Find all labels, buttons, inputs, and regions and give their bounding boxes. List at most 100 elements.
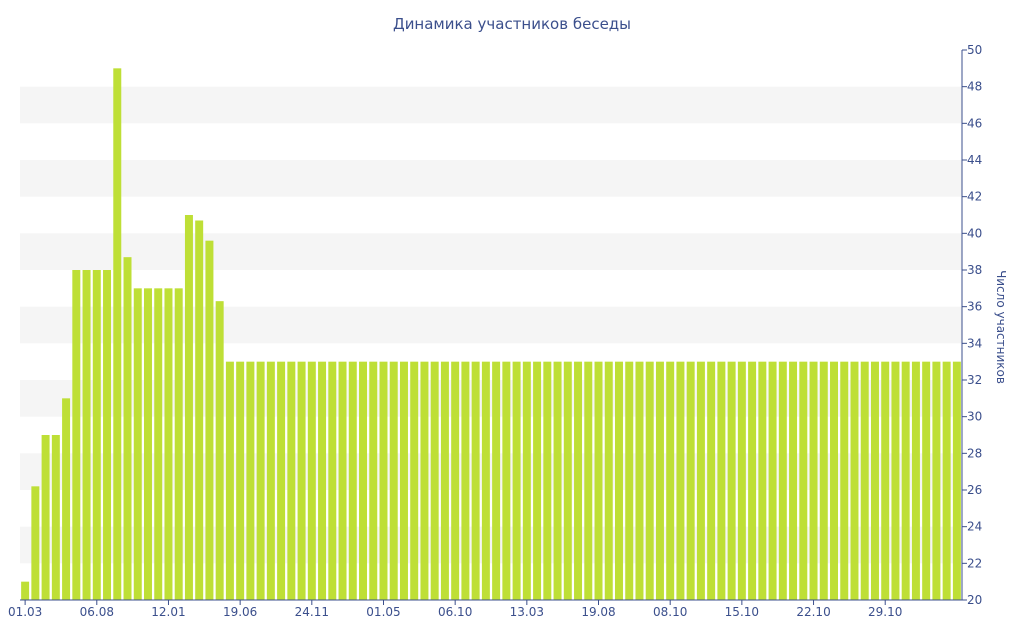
bar[interactable] [174, 288, 183, 600]
bar[interactable] [727, 361, 736, 600]
bar[interactable] [676, 361, 685, 600]
bar[interactable] [359, 361, 368, 600]
bar[interactable] [860, 361, 869, 600]
bar[interactable] [717, 361, 726, 600]
bar[interactable] [328, 361, 337, 600]
bar[interactable] [205, 240, 214, 600]
bar[interactable] [410, 361, 419, 600]
bar[interactable] [369, 361, 378, 600]
bar[interactable] [246, 361, 255, 600]
bar[interactable] [584, 361, 593, 600]
bar[interactable] [113, 68, 122, 601]
bar[interactable] [399, 361, 408, 600]
bar[interactable] [236, 361, 245, 600]
bar[interactable] [451, 361, 460, 600]
bar[interactable] [92, 270, 101, 600]
bar[interactable] [338, 361, 347, 600]
y-tick-label: 40 [967, 226, 982, 240]
bar[interactable] [952, 361, 961, 600]
bar[interactable] [143, 288, 152, 600]
bar[interactable] [758, 361, 767, 600]
bar[interactable] [789, 361, 798, 600]
bar[interactable] [830, 361, 839, 600]
bar[interactable] [553, 361, 562, 600]
bar[interactable] [901, 361, 910, 600]
bar[interactable] [195, 220, 204, 601]
y-tick-label: 38 [967, 263, 982, 277]
bar[interactable] [533, 361, 542, 600]
bar[interactable] [379, 361, 388, 600]
bar[interactable] [686, 361, 695, 600]
bar[interactable] [492, 361, 501, 600]
bar[interactable] [522, 361, 531, 600]
bar[interactable] [942, 361, 951, 600]
bar[interactable] [645, 361, 654, 600]
bar[interactable] [850, 361, 859, 600]
bar[interactable] [430, 361, 439, 600]
bar[interactable] [502, 361, 511, 600]
bar[interactable] [574, 361, 583, 600]
bar[interactable] [655, 361, 664, 600]
bar[interactable] [103, 270, 112, 600]
bar[interactable] [266, 361, 275, 600]
bar[interactable] [922, 361, 931, 600]
bar[interactable] [297, 361, 306, 600]
bar[interactable] [72, 270, 81, 600]
bar[interactable] [31, 486, 40, 600]
bar[interactable] [891, 361, 900, 600]
bar[interactable] [881, 361, 890, 600]
bar[interactable] [440, 361, 449, 600]
bar[interactable] [471, 361, 480, 600]
x-tick-label: 19.08 [581, 605, 615, 619]
bar[interactable] [778, 361, 787, 600]
bar[interactable] [51, 435, 60, 600]
bar[interactable] [594, 361, 603, 600]
bar[interactable] [799, 361, 808, 600]
bar[interactable] [768, 361, 777, 600]
bar[interactable] [840, 361, 849, 600]
bar[interactable] [512, 361, 521, 600]
bar[interactable] [277, 361, 286, 600]
bar[interactable] [389, 361, 398, 600]
bar[interactable] [748, 361, 757, 600]
bar[interactable] [635, 361, 644, 600]
bar[interactable] [225, 361, 234, 600]
bar[interactable] [318, 361, 327, 600]
bar[interactable] [543, 361, 552, 600]
bar[interactable] [563, 361, 572, 600]
bar[interactable] [911, 361, 920, 600]
bar[interactable] [696, 361, 705, 600]
bar[interactable] [461, 361, 470, 600]
bar[interactable] [625, 361, 634, 600]
bar[interactable] [21, 581, 30, 600]
y-tick-label: 30 [967, 410, 982, 424]
bar[interactable] [82, 270, 91, 600]
bar[interactable] [932, 361, 941, 600]
bar[interactable] [666, 361, 675, 600]
bar[interactable] [164, 288, 173, 600]
bar[interactable] [154, 288, 163, 600]
bar[interactable] [348, 361, 357, 600]
bar[interactable] [133, 288, 142, 600]
y-tick-label: 28 [967, 446, 982, 460]
bar[interactable] [819, 361, 828, 600]
bar[interactable] [215, 301, 224, 600]
x-tick-label: 24.11 [295, 605, 329, 619]
bar[interactable] [614, 361, 623, 600]
x-tick-label: 19.06 [223, 605, 257, 619]
bar[interactable] [809, 361, 818, 600]
bar[interactable] [870, 361, 879, 600]
axes: 20 22 24 26 28 30 32 34 36 38 40 42 44 46 48 50 01.03 06.… [8, 43, 982, 619]
bar[interactable] [287, 361, 296, 600]
bar[interactable] [123, 257, 132, 600]
bar[interactable] [62, 398, 71, 600]
bar[interactable] [256, 361, 265, 600]
bar[interactable] [307, 361, 316, 600]
bar[interactable] [481, 361, 490, 600]
bar[interactable] [737, 361, 746, 600]
bar[interactable] [184, 215, 193, 600]
bar[interactable] [41, 435, 50, 600]
bar[interactable] [604, 361, 613, 600]
bar[interactable] [707, 361, 716, 600]
bar[interactable] [420, 361, 429, 600]
